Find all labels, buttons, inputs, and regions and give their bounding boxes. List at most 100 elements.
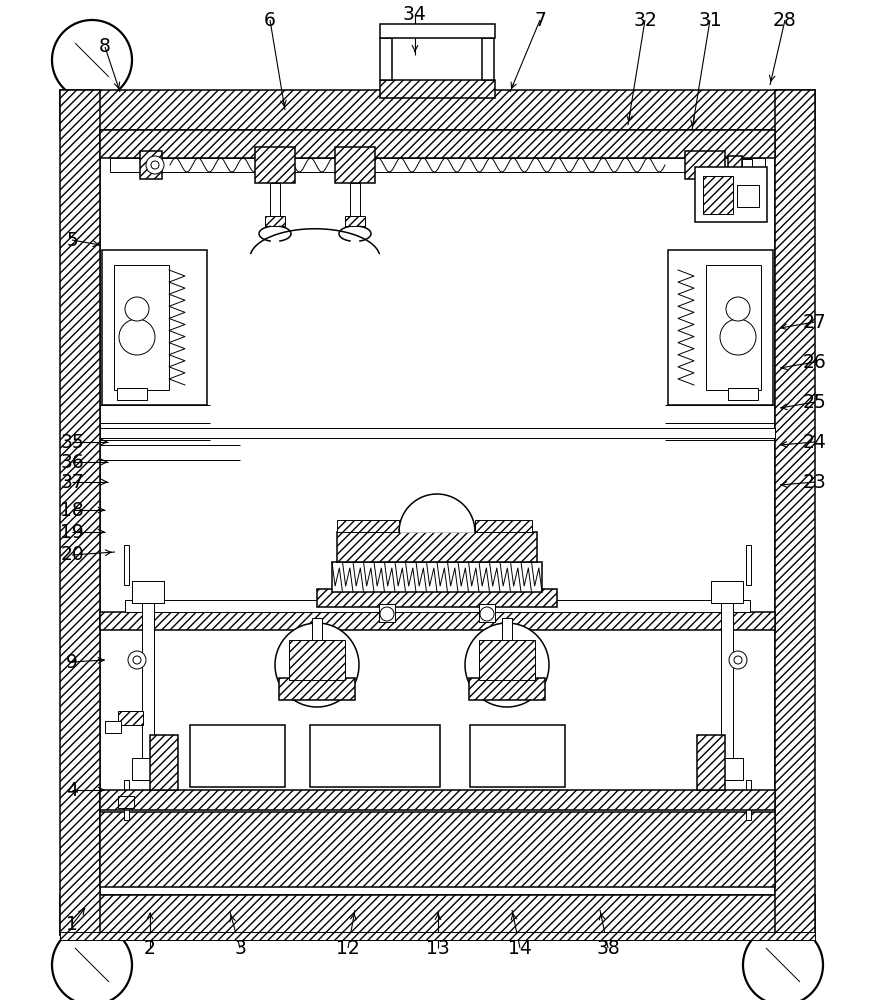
Bar — [711, 758, 743, 780]
Bar — [479, 640, 535, 680]
Bar — [124, 780, 129, 820]
Text: 6: 6 — [264, 10, 276, 29]
Circle shape — [380, 607, 394, 621]
Bar — [110, 158, 765, 172]
Text: 26: 26 — [803, 353, 827, 371]
Bar — [132, 581, 164, 603]
Text: 1: 1 — [66, 916, 78, 934]
Bar — [100, 612, 775, 630]
Bar — [697, 735, 725, 790]
Text: 3: 3 — [234, 938, 246, 958]
Bar — [345, 216, 365, 226]
Text: 37: 37 — [60, 473, 84, 491]
Bar — [746, 780, 751, 820]
Text: 7: 7 — [534, 10, 546, 29]
Bar — [728, 388, 758, 400]
Text: 18: 18 — [60, 500, 84, 520]
Circle shape — [128, 651, 146, 669]
Text: 2: 2 — [144, 938, 156, 958]
Text: 8: 8 — [99, 37, 111, 56]
Bar — [746, 545, 751, 585]
Text: 34: 34 — [403, 5, 427, 24]
Bar — [255, 147, 295, 183]
Text: 9: 9 — [66, 652, 78, 672]
Circle shape — [729, 651, 747, 669]
Bar — [475, 520, 532, 532]
Bar — [310, 725, 440, 787]
Bar — [380, 38, 392, 80]
Bar — [100, 130, 775, 895]
Text: 31: 31 — [698, 10, 722, 29]
Text: 28: 28 — [773, 10, 797, 29]
Bar — [289, 640, 345, 680]
Circle shape — [52, 925, 132, 1000]
Bar — [118, 796, 134, 808]
Text: 23: 23 — [803, 473, 827, 491]
Bar — [380, 24, 495, 38]
Circle shape — [275, 623, 359, 707]
Circle shape — [151, 161, 159, 169]
Bar — [685, 151, 725, 179]
Bar — [124, 545, 129, 585]
Text: 36: 36 — [60, 452, 84, 472]
Text: 20: 20 — [60, 546, 84, 564]
Bar — [190, 725, 285, 787]
Bar — [142, 585, 154, 780]
Bar — [695, 167, 767, 222]
Bar — [132, 758, 164, 780]
Bar — [502, 618, 512, 640]
Bar — [60, 895, 815, 935]
Bar — [737, 185, 759, 207]
Text: 24: 24 — [803, 432, 827, 452]
Bar — [100, 130, 775, 158]
Bar — [60, 932, 815, 940]
Bar — [317, 589, 557, 607]
Text: 35: 35 — [60, 432, 84, 452]
Circle shape — [52, 20, 132, 100]
Bar — [379, 604, 395, 622]
Circle shape — [119, 319, 155, 355]
Bar — [265, 216, 285, 226]
Circle shape — [743, 925, 823, 1000]
Bar — [150, 735, 178, 790]
Bar — [742, 159, 752, 171]
Text: 14: 14 — [508, 938, 532, 958]
Circle shape — [125, 297, 149, 321]
Bar — [312, 618, 322, 640]
Bar — [332, 562, 542, 592]
Circle shape — [734, 656, 742, 664]
Bar — [114, 265, 169, 390]
Bar — [337, 532, 537, 562]
Text: 32: 32 — [633, 10, 657, 29]
Bar — [668, 250, 773, 405]
Bar — [337, 520, 399, 532]
Bar — [140, 151, 162, 179]
Bar — [469, 678, 545, 700]
Bar — [482, 38, 494, 80]
Bar — [350, 183, 360, 218]
Bar — [105, 721, 121, 733]
Bar — [479, 604, 495, 622]
Text: 13: 13 — [427, 938, 450, 958]
Bar — [100, 428, 775, 438]
Text: 19: 19 — [60, 522, 84, 542]
Bar — [270, 183, 280, 218]
Bar — [380, 80, 495, 98]
Circle shape — [726, 297, 750, 321]
Bar — [60, 90, 815, 130]
Circle shape — [133, 656, 141, 664]
Bar — [470, 725, 565, 787]
Bar — [728, 156, 742, 174]
Bar — [100, 812, 775, 887]
Bar — [100, 790, 775, 810]
Bar — [117, 388, 147, 400]
Bar — [711, 581, 743, 603]
Circle shape — [720, 319, 756, 355]
Bar — [102, 250, 207, 405]
Text: 25: 25 — [803, 392, 827, 412]
Polygon shape — [399, 494, 475, 532]
Bar — [335, 147, 375, 183]
Bar — [703, 176, 733, 214]
Text: 5: 5 — [66, 231, 78, 249]
Text: 38: 38 — [596, 938, 620, 958]
